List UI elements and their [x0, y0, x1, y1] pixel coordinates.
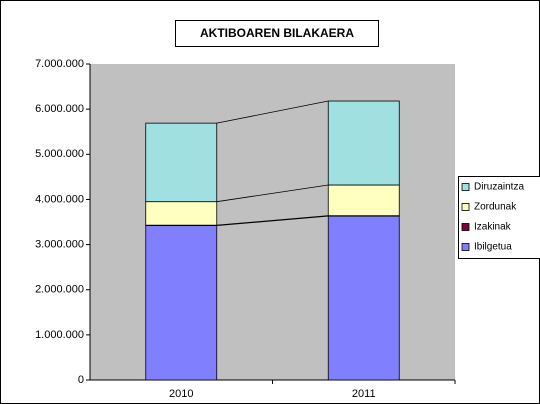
legend-swatch — [461, 243, 470, 251]
legend-label: Diruzaintza — [474, 182, 524, 193]
plot-area — [90, 64, 455, 380]
legend-label: Izakinak — [474, 222, 512, 233]
y-tick-label: 6.000.000 — [35, 103, 84, 115]
x-tick-label: 2010 — [169, 388, 193, 400]
chart-title: AKTIBOAREN BILAKAERA — [200, 26, 354, 40]
y-tick-label: 0 — [78, 374, 84, 386]
bar-segment — [327, 100, 400, 186]
y-tick-label: 4.000.000 — [35, 193, 84, 205]
series-line — [216, 100, 329, 124]
y-tick-label: 7.000.000 — [35, 58, 84, 70]
series-line — [216, 184, 329, 203]
legend-swatch — [461, 223, 470, 231]
bar-segment — [145, 122, 218, 203]
y-tick-label: 3.000.000 — [35, 238, 84, 250]
bar-segment — [145, 225, 218, 381]
y-tick-label: 2.000.000 — [35, 284, 84, 296]
bar-segment — [145, 201, 218, 226]
legend-swatch — [461, 203, 470, 211]
legend-label: Zordunak — [474, 202, 517, 213]
title-box — [175, 20, 379, 47]
y-tick-label: 1.000.000 — [35, 329, 84, 341]
bar-segment — [327, 215, 400, 381]
legend-box — [458, 176, 540, 259]
series-line — [216, 215, 329, 226]
legend-swatch — [461, 183, 470, 191]
bar-segment — [327, 184, 400, 217]
x-tick-label: 2011 — [352, 388, 376, 400]
legend-label: Ibilgetua — [474, 242, 512, 253]
y-tick-label: 5.000.000 — [35, 148, 84, 160]
series-line — [216, 215, 329, 227]
